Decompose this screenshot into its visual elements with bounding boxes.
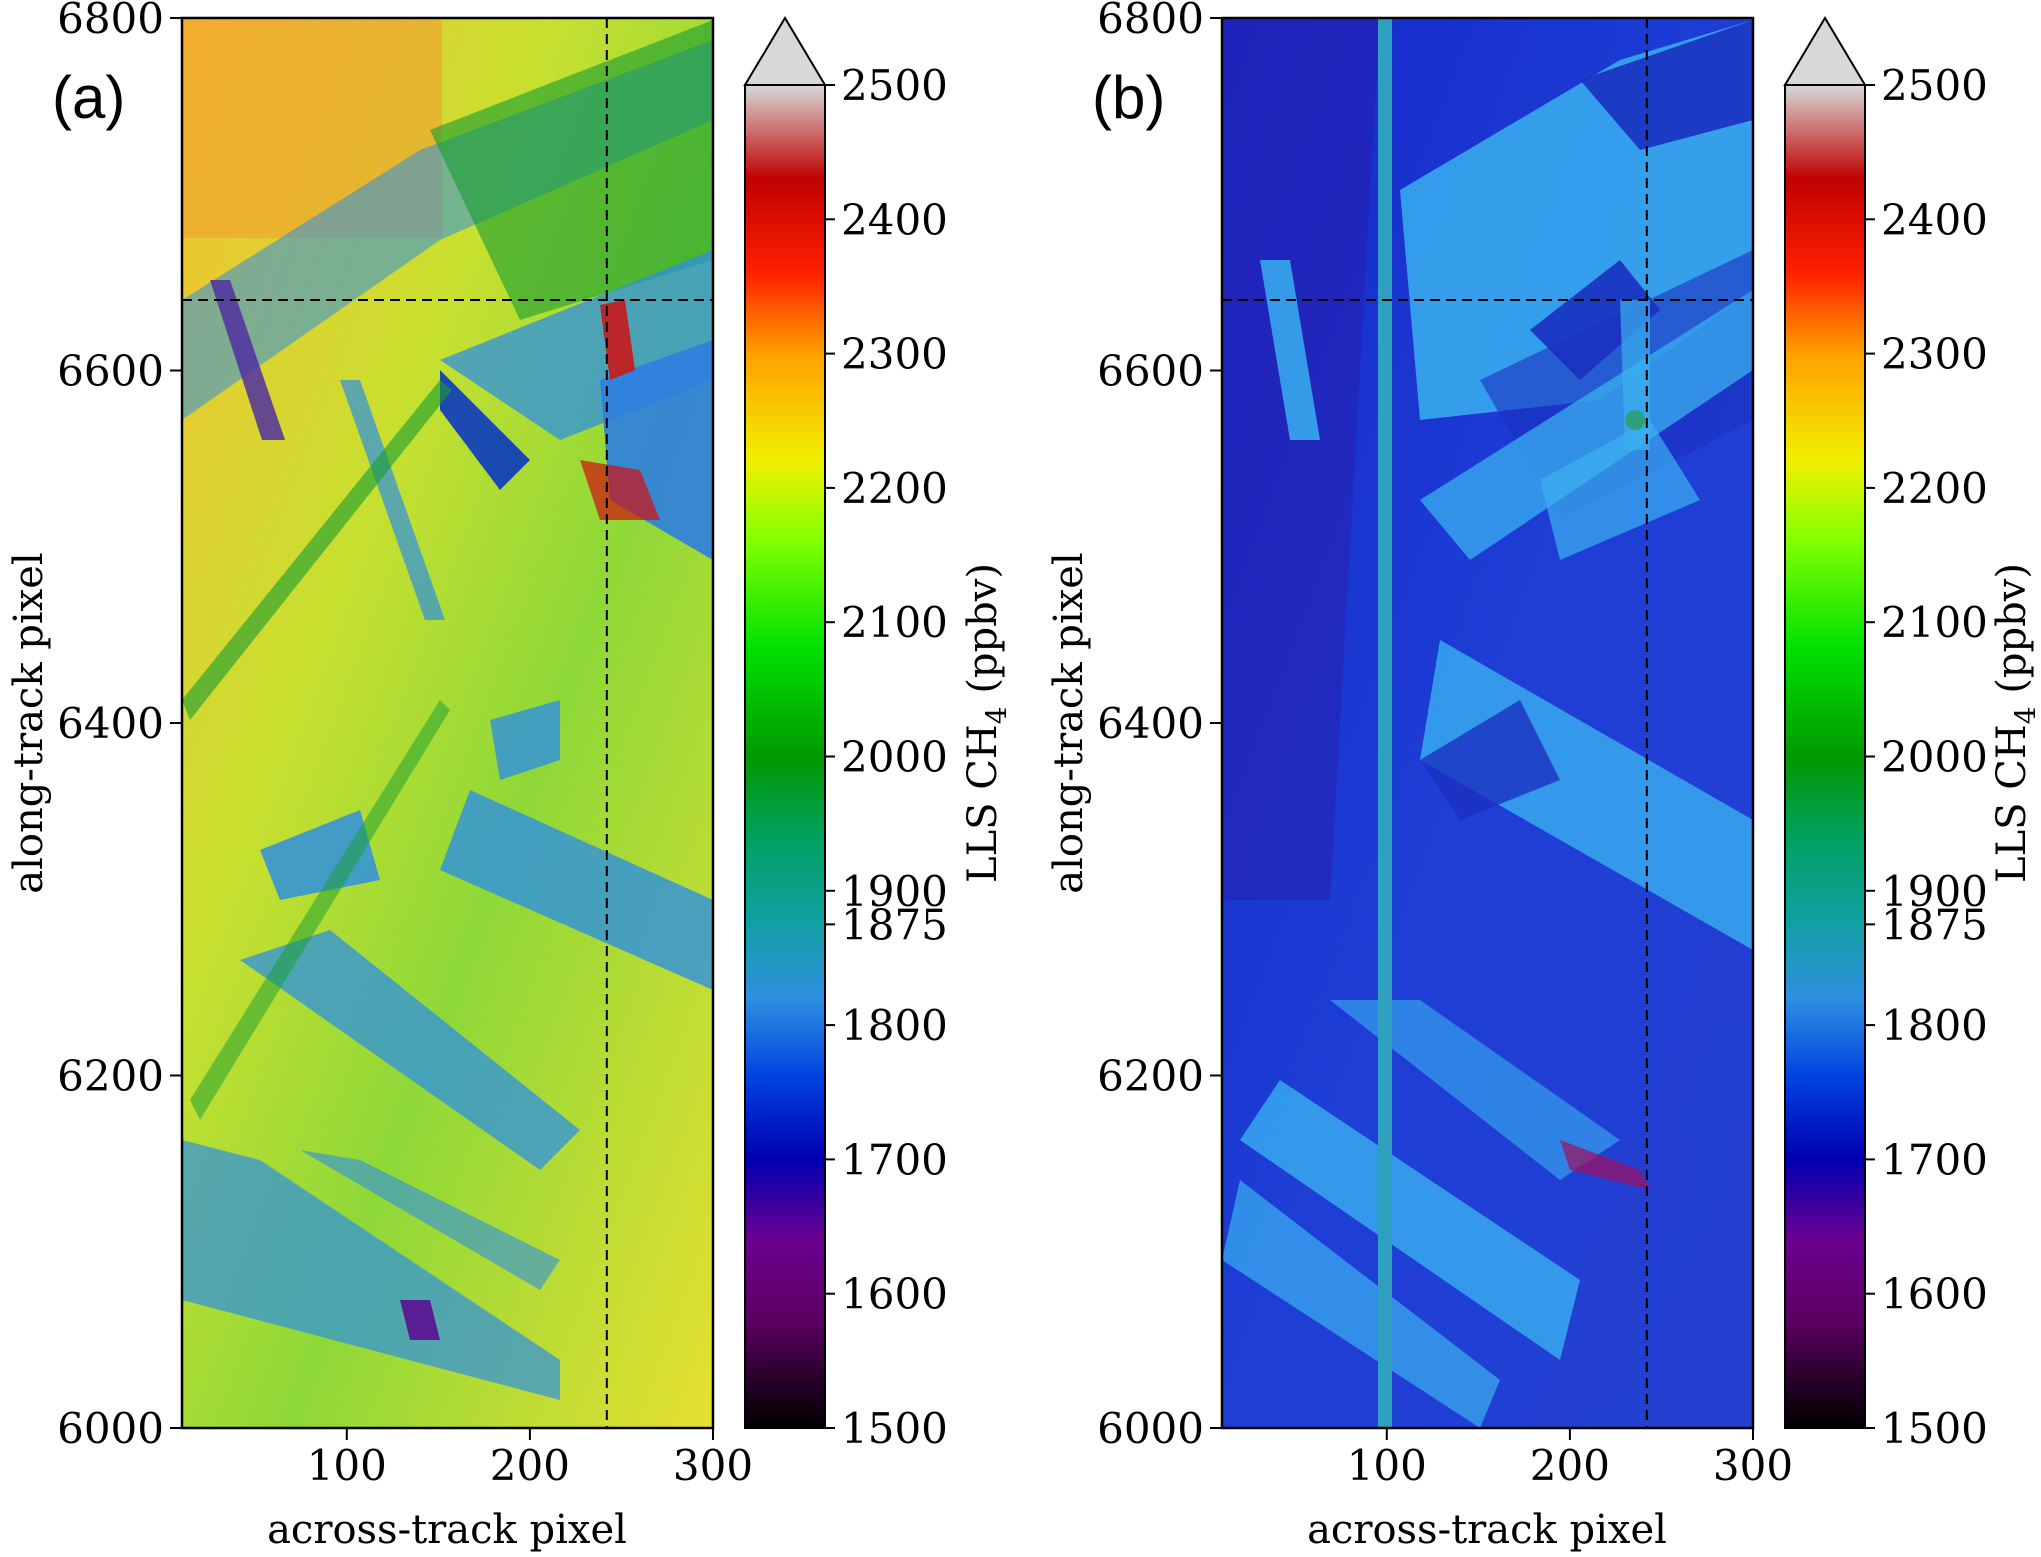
panel-a: 100 200 300 6000 6200 6400 6600 6800 (a) across… — [6, 0, 753, 1553]
y-tick-label-b: 6200 — [1097, 1052, 1204, 1101]
y-tick-label-a: 6400 — [57, 699, 164, 748]
colorbar-tick-label-b: 2300 — [1881, 330, 1988, 379]
colorbar-tick-label-b: 2000 — [1881, 733, 1988, 782]
colorbar-tick-label-b: 2100 — [1881, 598, 1988, 647]
colorbar-tick-label-b: 1700 — [1881, 1135, 1988, 1184]
colorbar-tick-label-a: 2200 — [841, 464, 948, 513]
colorbar-title-b: LLS CH4 (ppbv) — [1989, 563, 2041, 883]
colorbar-tick-label-a: 2100 — [841, 598, 948, 647]
panel-label-a: (a) — [52, 64, 125, 131]
colorbar-tick-label-a: 2300 — [841, 330, 948, 379]
x-axis-title-b: across-track pixel — [1307, 1507, 1667, 1553]
colorbar-tick-label-a: 1600 — [841, 1270, 948, 1319]
colorbar-tick-label-a: 2500 — [841, 61, 948, 110]
axis-ticks-b: 100 200 300 6000 6200 6400 6600 6800 — [1097, 0, 1793, 1490]
colorbar-tick-label-a: 1500 — [841, 1404, 948, 1453]
y-tick-label-a: 6200 — [57, 1052, 164, 1101]
colorbar-tick-label-b: 1875 — [1881, 900, 1988, 949]
y-tick-label-b: 6600 — [1097, 347, 1204, 396]
colorbar-extend-arrow-b — [1783, 16, 1867, 86]
colorbar-tick-label-a: 1800 — [841, 1001, 948, 1050]
x-tick-label-a: 200 — [490, 1441, 570, 1490]
heatmap-image-b — [1222, 18, 1753, 1428]
y-tick-label-a: 6800 — [57, 0, 164, 43]
y-axis-title-b: along-track pixel — [1046, 552, 1092, 893]
colorbar-body-b — [1784, 84, 1866, 1429]
x-tick-label-b: 300 — [1713, 1441, 1793, 1490]
colorbar-tick-label-a: 1875 — [841, 900, 948, 949]
y-tick-label-b: 6000 — [1097, 1404, 1204, 1453]
colorbar-tick-label-a: 1900 — [841, 867, 948, 916]
colorbar-title-a: LLS CH4 (ppbv) — [960, 563, 1013, 883]
colorbar-tick-label-b: 2200 — [1881, 464, 1988, 513]
x-tick-label-a: 300 — [673, 1441, 753, 1490]
x-tick-label-b: 100 — [1347, 1441, 1427, 1490]
colorbar-body-a — [744, 84, 826, 1429]
colorbar-tick-label-a: 2400 — [841, 195, 948, 244]
y-tick-label-a: 6600 — [57, 347, 164, 396]
x-tick-label-a: 100 — [307, 1441, 387, 1490]
colorbar-tick-label-b: 1500 — [1881, 1404, 1988, 1453]
colorbar-tick-label-b: 1600 — [1881, 1270, 1988, 1319]
x-axis-title-a: across-track pixel — [267, 1507, 627, 1553]
colorbar-tick-label-a: 1700 — [841, 1135, 948, 1184]
heatmap-image-a — [182, 18, 713, 1428]
colorbar-tick-label-b: 1800 — [1881, 1001, 1988, 1050]
panel-b: 100 200 300 6000 6200 6400 6600 6800 (b) across… — [1046, 0, 1793, 1553]
y-tick-label-b: 6400 — [1097, 699, 1204, 748]
axis-ticks-a: 100 200 300 6000 6200 6400 6600 6800 — [57, 0, 753, 1490]
colorbar-tick-label-b: 1900 — [1881, 867, 1988, 916]
colorbar-tick-label-a: 2000 — [841, 733, 948, 782]
y-tick-label-b: 6800 — [1097, 0, 1204, 43]
y-tick-label-a: 6000 — [57, 1404, 164, 1453]
colorbar-tick-label-b: 2500 — [1881, 61, 1988, 110]
panel-label-b: (b) — [1092, 64, 1165, 131]
colorbar-tick-label-b: 2400 — [1881, 195, 1988, 244]
y-axis-title-a: along-track pixel — [6, 552, 52, 893]
x-tick-label-b: 200 — [1530, 1441, 1610, 1490]
colorbar-extend-arrow-a — [743, 16, 827, 86]
